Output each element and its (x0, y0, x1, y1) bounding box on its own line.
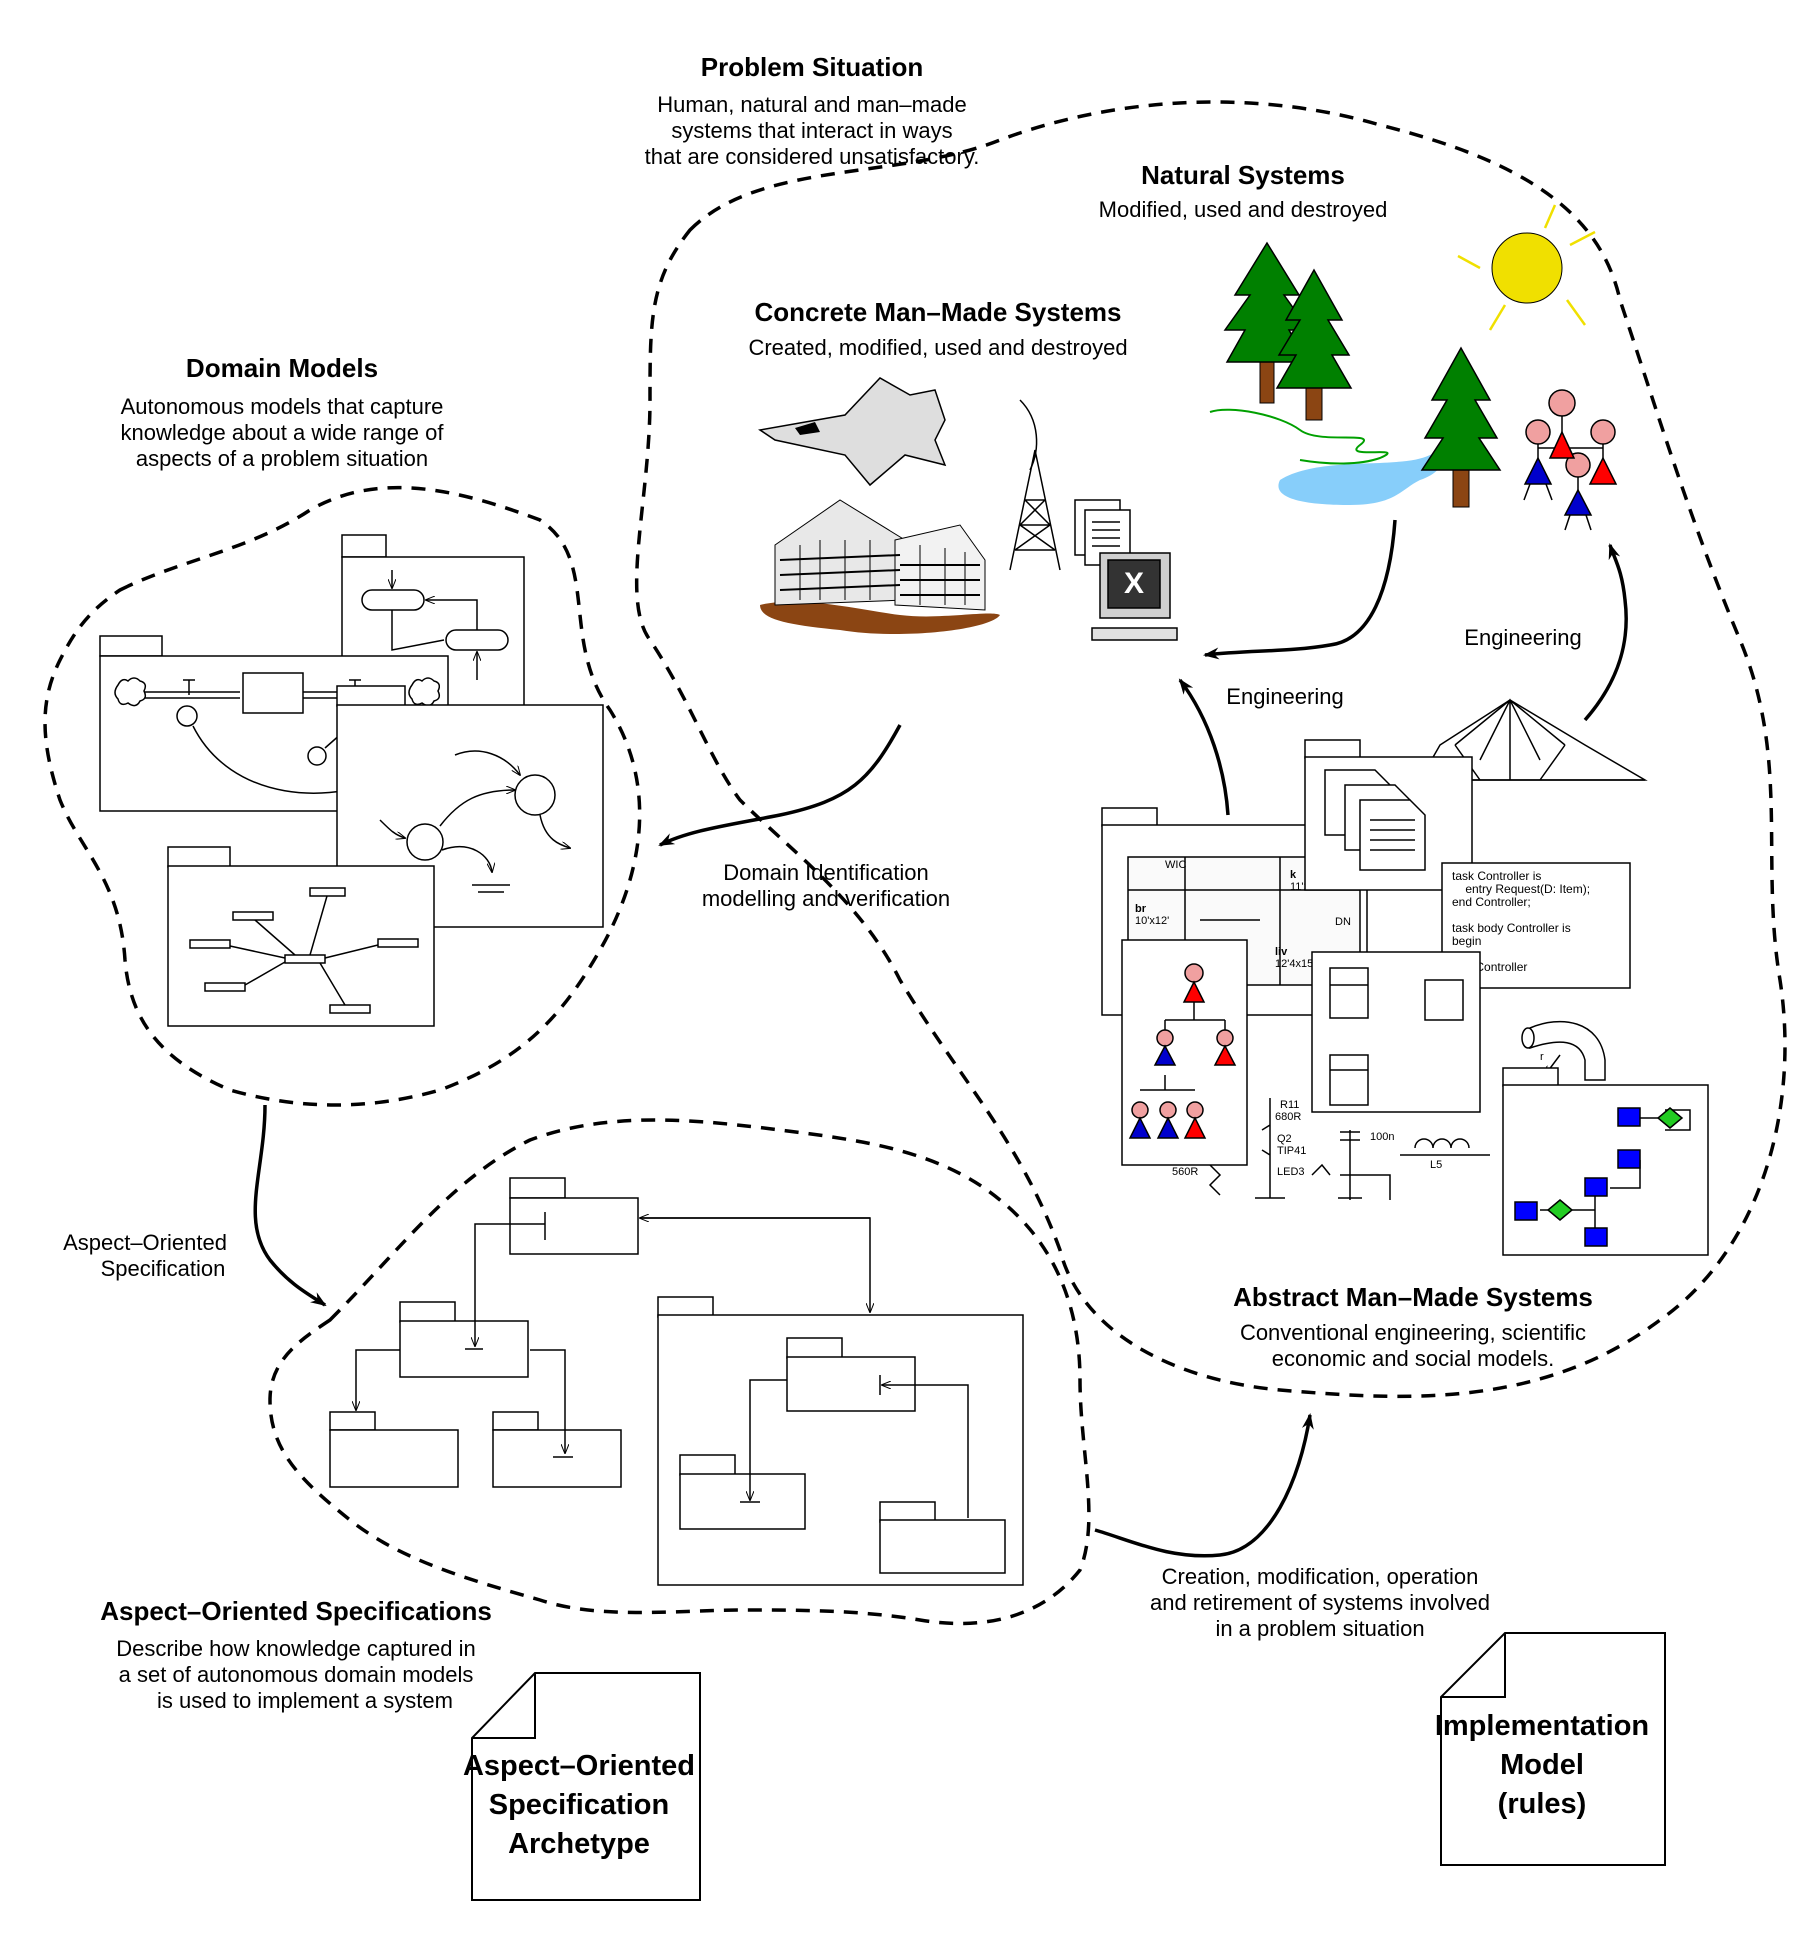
arrow-aspect-oriented-spec (253, 1104, 327, 1307)
circuit-label: TIP41 (1277, 1145, 1306, 1157)
natural-systems-title: Natural Systems (1141, 160, 1345, 190)
aspect-specs-title: Aspect–Oriented Specifications (100, 1596, 492, 1626)
circuit-label: LED3 (1277, 1166, 1305, 1178)
problem-situation-text: Problem Situation Human, natural and man… (645, 52, 980, 169)
floorplan-room: liv (1275, 946, 1288, 958)
code-line: entry Request(D: Item); (1452, 882, 1590, 896)
domain-models-text: Domain Models Autonomous models that cap… (121, 353, 445, 471)
concrete-systems-text: Concrete Man–Made Systems Created, modif… (748, 297, 1127, 360)
pipe-label: r (1540, 1051, 1544, 1063)
domain-models-line: Autonomous models that capture (121, 394, 444, 419)
code-line: begin (1452, 934, 1481, 948)
floorplan-size: 10'x12' (1135, 915, 1169, 927)
abstract-systems-title: Abstract Man–Made Systems (1233, 1282, 1593, 1312)
floorplan-room: br (1135, 903, 1147, 915)
implementation-title: (rules) (1498, 1788, 1587, 1820)
code-line: end Controller; (1452, 895, 1531, 909)
domain-models-line: knowledge about a wide range of (121, 420, 445, 445)
problem-situation-line: Human, natural and man–made (657, 92, 966, 117)
arrow-engineering-left (1203, 519, 1397, 660)
arrow-creation (1094, 1413, 1314, 1558)
domain-models-line: aspects of a problem situation (136, 446, 428, 471)
implementation-title: Implementation (1435, 1710, 1649, 1742)
computer-icon: X (1074, 499, 1178, 641)
domain-identification-label: modelling and verification (702, 886, 950, 911)
jet-icon (758, 377, 947, 487)
people-icon (1523, 389, 1618, 531)
floorplan-dn: DN (1335, 916, 1351, 928)
tower-icon (1009, 399, 1061, 571)
aspect-oriented-spec-label: Specification (101, 1256, 226, 1281)
creation-label: in a problem situation (1215, 1616, 1424, 1641)
creation-label: Creation, modification, operation (1162, 1564, 1479, 1589)
problem-situation-line: that are considered unsatisfactory. (645, 144, 980, 169)
creation-label: and retirement of systems involved (1150, 1590, 1490, 1615)
arrow-engineering-right (1583, 543, 1628, 722)
circuit-label: 680R (1275, 1111, 1301, 1123)
tree-icon (1275, 268, 1353, 421)
abstract-systems-line: Conventional engineering, scientific (1240, 1320, 1586, 1345)
aspect-packages (329, 1177, 1024, 1586)
abstract-systems-text: Abstract Man–Made Systems Conventional e… (1233, 1282, 1593, 1371)
lake-icon (1209, 408, 1444, 505)
domain-models-title: Domain Models (186, 353, 378, 383)
tree-icon (1420, 346, 1502, 508)
domain-package-network (167, 846, 435, 1027)
problem-situation-boundary (634, 100, 1787, 1399)
implementation-document: Implementation Model (rules) (1435, 1632, 1666, 1866)
engineering-label-left: Engineering (1226, 684, 1343, 709)
floorplan-size: 12'4x15 (1275, 958, 1313, 970)
aspect-specs-text: Aspect–Oriented Specifications Describe … (100, 1596, 492, 1713)
aspect-specs-line: is used to implement a system (157, 1688, 453, 1713)
domain-models-boundary (43, 485, 642, 1107)
sun-icon (1457, 204, 1596, 331)
floorplan-wic: WIC (1165, 859, 1186, 871)
archetype-title: Specification (489, 1789, 670, 1821)
engineering-label-right: Engineering (1464, 625, 1581, 650)
aspect-oriented-spec-label: Aspect–Oriented (63, 1230, 227, 1255)
archetype-title: Aspect–Oriented (463, 1750, 695, 1782)
circuit-label: L5 (1430, 1159, 1442, 1171)
arrow-domain-identification (658, 724, 902, 847)
abstract-collage: br 10'x12' k 11'2x6 liv 12'4x15 WIC DN t… (1101, 698, 1709, 1256)
circuit-label: 560R (1172, 1166, 1198, 1178)
code-line: task Controller is (1452, 869, 1541, 883)
aspect-specs-boundary (268, 1118, 1091, 1626)
circuit-label: Q2 (1277, 1133, 1292, 1145)
natural-systems-line: Modified, used and destroyed (1099, 197, 1388, 222)
concrete-systems-line: Created, modified, used and destroyed (748, 335, 1127, 360)
domain-identification-label: Domain Identification (723, 860, 928, 885)
floorplan-room: k (1290, 869, 1297, 881)
implementation-title: Model (1500, 1749, 1584, 1781)
building-icon (760, 499, 1000, 635)
problem-situation-line: systems that interact in ways (671, 118, 952, 143)
archetype-title: Archetype (508, 1828, 650, 1860)
abstract-systems-line: economic and social models. (1272, 1346, 1554, 1371)
archetype-document: Aspect–Oriented Specification Archetype (463, 1672, 701, 1901)
aspect-specs-line: Describe how knowledge captured in (116, 1636, 476, 1661)
circuit-label: 100n (1370, 1131, 1394, 1143)
screen-glyph: X (1124, 567, 1144, 600)
arrow-engineering-bottom (1178, 678, 1230, 816)
code-line: task body Controller is (1452, 921, 1571, 935)
tree-icon (1223, 241, 1311, 404)
circuit-label: R11 (1280, 1099, 1299, 1111)
aspect-specs-line: a set of autonomous domain models (119, 1662, 474, 1687)
natural-systems-text: Natural Systems Modified, used and destr… (1099, 160, 1388, 222)
problem-situation-title: Problem Situation (701, 52, 923, 82)
concrete-systems-title: Concrete Man–Made Systems (754, 297, 1121, 327)
